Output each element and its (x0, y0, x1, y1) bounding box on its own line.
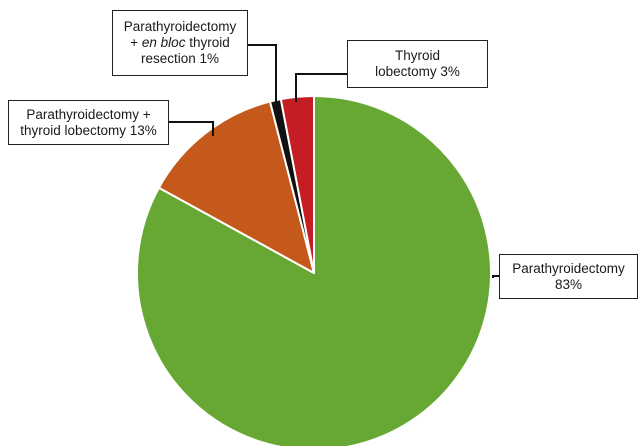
label-text: resection 1% (140, 51, 220, 66)
label-text: Parathyroidectomy (512, 260, 625, 276)
pie-slices (135, 95, 492, 446)
leader-line-en-bloc (248, 44, 277, 103)
leader-line-thyroid-lobectomy (295, 73, 347, 102)
label-thyroid-lobectomy: Thyroid lobectomy 3% (347, 40, 488, 88)
label-text: + (130, 35, 142, 50)
leader-lines (169, 44, 499, 278)
label-text: 83% (554, 276, 583, 292)
label-text-italic: en bloc (141, 35, 186, 50)
label-text: Parathyroidectomy (123, 19, 237, 34)
label-text-line2: + en bloc thyroid (113, 35, 247, 51)
leader-line-parathyroid-lobectomy (169, 121, 214, 136)
label-text: Parathyroidectomy + (26, 106, 151, 122)
label-text: thyroid lobectomy 13% (20, 122, 157, 138)
pie-slice-thyroid-lobectomy (279, 95, 315, 274)
label-text: Thyroid (394, 48, 440, 63)
label-text: lobectomy 3% (375, 64, 460, 79)
pie-slice-parathyroidectomy (135, 95, 492, 446)
pie-slice-parathyroidectomy-thyroid-lobectomy (157, 100, 315, 274)
label-text: thyroid (185, 35, 230, 50)
label-parathyroidectomy: Parathyroidectomy 83% (499, 254, 638, 299)
label-en-bloc-resection: Parathyroidectomy + en bloc thyroid rese… (112, 10, 248, 76)
label-parathyroid-thyroid-lobectomy: Parathyroidectomy + thyroid lobectomy 13… (8, 100, 169, 145)
leader-line-parathyroidectomy (492, 275, 499, 278)
